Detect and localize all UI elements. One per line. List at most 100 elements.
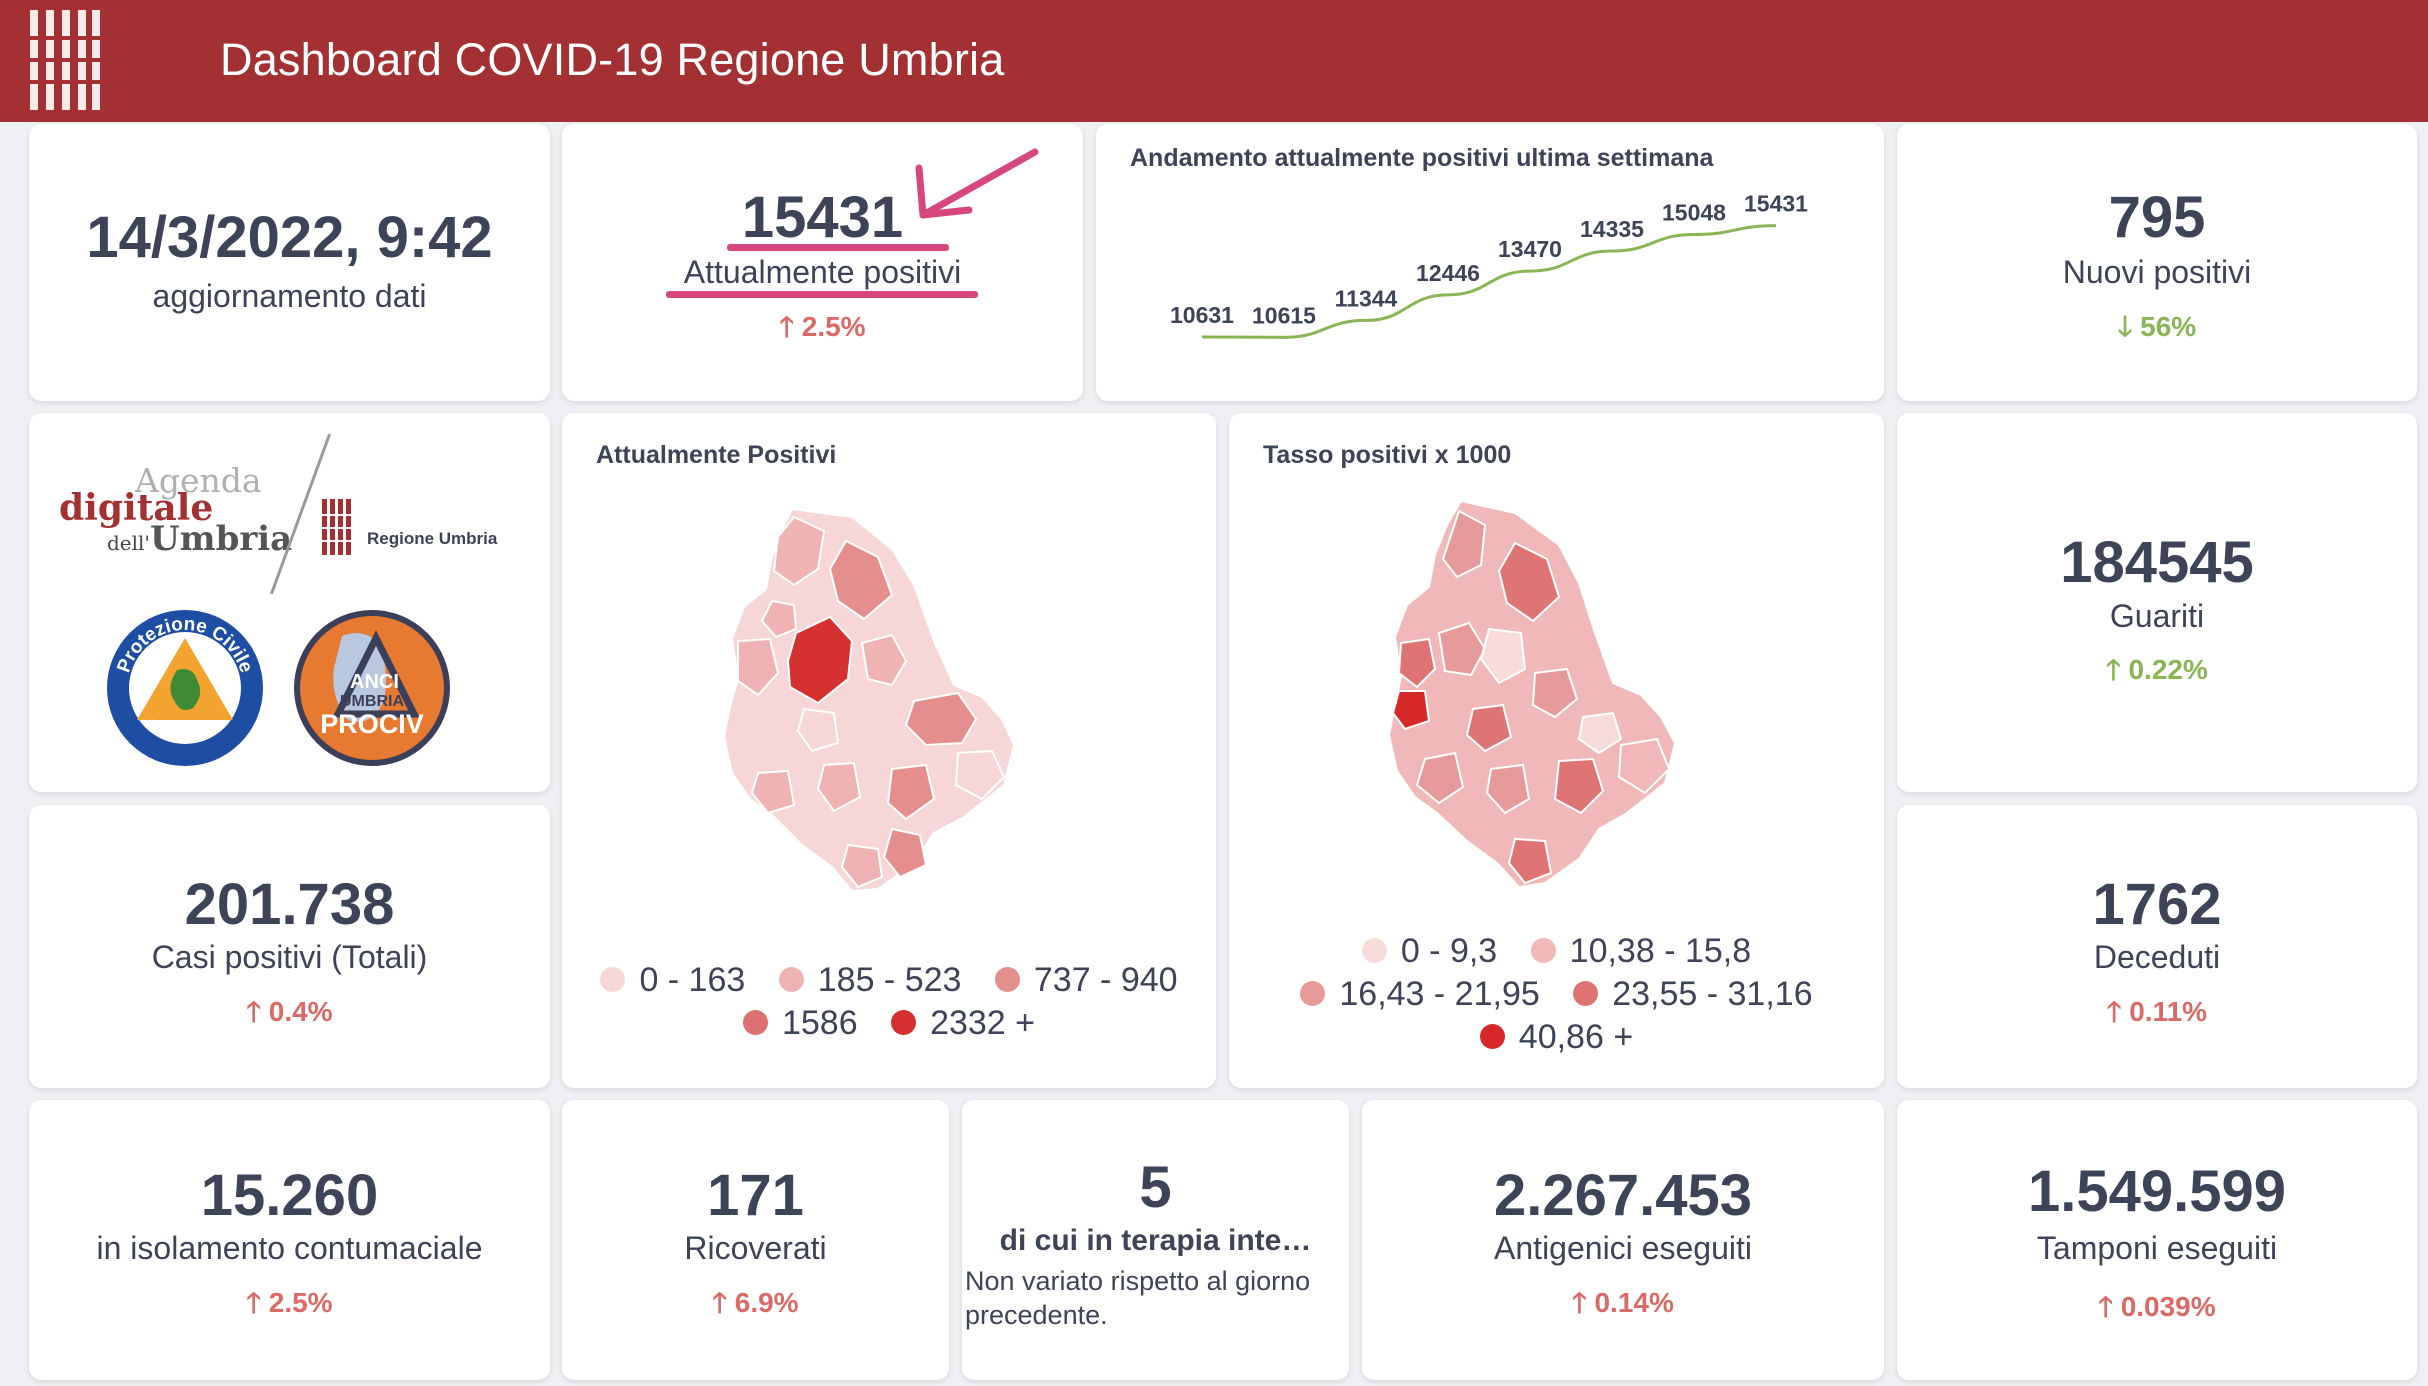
legend-label: 23,55 - 31,16 — [1612, 975, 1813, 1013]
arrow-up-icon: 🡑 — [2106, 654, 2121, 685]
legend-dot — [1479, 1023, 1505, 1049]
antigenici-card: 2.267.453 Antigenici eseguiti 🡑 0.14% — [1362, 1100, 1884, 1380]
legend-label: 737 - 940 — [1033, 961, 1178, 999]
agenda-line1: Agenda — [135, 461, 262, 500]
arrow-up-icon: 🡑 — [2098, 1291, 2113, 1322]
tamponi-value: 1.549.599 — [2027, 1159, 2287, 1224]
anci-line3-text: PROCIV — [320, 709, 424, 739]
legend-label: 1586 — [781, 1004, 858, 1042]
map-tasso-legend-row2: 16,43 - 21,95 23,55 - 31,16 — [1229, 975, 1884, 1014]
arrow-up-icon: 🡑 — [779, 311, 794, 342]
legend-dot — [742, 1009, 768, 1035]
regione-small-logo-icon — [321, 499, 355, 555]
guariti-label: Guariti — [2109, 598, 2205, 634]
nuovi-change-value: 56% — [2140, 311, 2197, 342]
isolamento-value: 15.260 — [200, 1163, 379, 1228]
protezione-civile-logo-icon[interactable]: Protezione Civile Regione Umbria — [105, 608, 265, 768]
annotation-underline-value — [727, 244, 949, 251]
trend-card: Andamento attualmente positivi ultima se… — [1096, 124, 1884, 401]
update-label: aggiornamento dati — [152, 278, 427, 314]
legend-dot — [778, 966, 804, 992]
trend-line — [1201, 224, 1777, 339]
positivi-change: 🡑 2.5% — [562, 306, 1083, 354]
ricoverati-label: Ricoverati — [684, 1230, 827, 1266]
terapia-label: di cui in terapia inte… — [999, 1224, 1312, 1257]
ricoverati-value: 171 — [707, 1163, 804, 1228]
trend-point-label: 10631 — [1170, 302, 1234, 328]
antigenici-change-value: 0.14% — [1594, 1287, 1674, 1318]
legend-item: 10,38 - 15,8 — [1530, 932, 1752, 971]
antigenici-label: Antigenici eseguiti — [1494, 1230, 1752, 1266]
trend-point-label: 14335 — [1580, 216, 1644, 242]
logos-card: Agenda digitale dell'Umbria Regione Umbr… — [29, 413, 550, 792]
deceduti-change-value: 0.11% — [2129, 996, 2208, 1027]
legend-item: 737 - 940 — [994, 961, 1178, 1000]
legend-label: 40,86 + — [1518, 1018, 1634, 1056]
map-positivi-title: Attualmente Positivi — [596, 441, 837, 469]
ricoverati-card: 171 Ricoverati 🡑 6.9% — [562, 1100, 949, 1380]
legend-item: 185 - 523 — [778, 961, 961, 1000]
trend-title: Andamento attualmente positivi ultima se… — [1130, 144, 1714, 172]
casi-card: 201.738 Casi positivi (Totali) 🡑 0.4% — [29, 805, 550, 1088]
nuovi-card: 795 Nuovi positivi 🡓 56% — [1897, 124, 2417, 401]
trend-point-label: 12446 — [1416, 260, 1480, 286]
isolamento-card: 15.260 in isolamento contumaciale 🡑 2.5% — [29, 1100, 550, 1380]
nuovi-label: Nuovi positivi — [2062, 254, 2252, 290]
tamponi-change: 🡑 0.039% — [1897, 1286, 2417, 1334]
legend-dot — [994, 966, 1020, 992]
casi-label: Casi positivi (Totali) — [151, 939, 428, 975]
positivi-change-value: 2.5% — [801, 311, 866, 342]
arrow-up-icon: 🡑 — [2106, 996, 2122, 1027]
legend-label: 0 - 163 — [639, 961, 746, 999]
map-positivi-card: Attualmente Positivi 0 - 163 185 - 523 7… — [562, 413, 1216, 1088]
ricoverati-change: 🡑 6.9% — [562, 1282, 949, 1330]
agenda-line2: digitale — [59, 487, 214, 529]
casi-value: 201.738 — [184, 872, 395, 937]
agenda-digitale-logo[interactable]: Agenda digitale dell'Umbria — [59, 461, 292, 571]
legend-dot — [1300, 980, 1326, 1006]
guariti-change-value: 0.22% — [2128, 654, 2208, 685]
arrow-down-icon: 🡓 — [2117, 311, 2133, 342]
legend-item: 40,86 + — [1479, 1018, 1634, 1057]
legend-item: 2332 + — [891, 1004, 1035, 1043]
legend-dot — [1361, 937, 1387, 963]
antigenici-value: 2.267.453 — [1493, 1163, 1753, 1228]
arrow-up-icon: 🡑 — [246, 996, 261, 1027]
terapia-note: Non variato rispetto al giorno precedent… — [965, 1266, 1311, 1330]
legend-item: 1586 — [742, 1004, 858, 1043]
map-positivi[interactable] — [562, 473, 1216, 973]
map-tasso-card: Tasso positivi x 1000 0 - 9,3 10,38 - 15… — [1229, 413, 1884, 1088]
terapia-card: 5 di cui in terapia inte… Non variato ri… — [962, 1100, 1349, 1380]
tamponi-label: Tamponi eseguiti — [2036, 1230, 2278, 1266]
trend-point-label: 15431 — [1744, 191, 1808, 217]
regione-umbria-logo-icon[interactable] — [28, 6, 102, 114]
arrow-up-icon: 🡑 — [712, 1287, 727, 1318]
map-tasso-title: Tasso positivi x 1000 — [1263, 441, 1512, 469]
casi-change: 🡑 0.4% — [29, 991, 550, 1039]
trend-line-chart: 10631 10615 11344 12446 13470 14335 15048 15431 — [1170, 191, 1808, 339]
arrow-up-icon: 🡑 — [1572, 1287, 1587, 1318]
positivi-value: 15431 — [741, 185, 904, 250]
anci-line1-text: ANCI — [350, 671, 399, 693]
map-tasso-legend: 0 - 9,3 10,38 - 15,8 — [1229, 932, 1884, 971]
tamponi-change-value: 0.039% — [2120, 1291, 2216, 1322]
ricoverati-change-value: 6.9% — [734, 1287, 799, 1318]
anci-prociv-logo-icon[interactable]: ANCI UMBRIA PROCIV — [292, 608, 452, 768]
annotation-underline-label — [666, 291, 978, 298]
map-tasso[interactable] — [1229, 473, 1884, 973]
legend-item: 16,43 - 21,95 — [1300, 975, 1540, 1014]
legend-label: 10,38 - 15,8 — [1569, 932, 1752, 970]
update-card: 14/3/2022, 9:42 aggiornamento dati — [29, 124, 550, 401]
nuovi-value: 795 — [2108, 185, 2206, 250]
legend-item: 23,55 - 31,16 — [1573, 975, 1813, 1014]
legend-label: 2332 + — [930, 1004, 1036, 1042]
legend-dot — [1573, 980, 1599, 1006]
guariti-change: 🡑 0.22% — [1897, 649, 2417, 697]
agenda-line3-word: Umbria — [149, 519, 293, 559]
legend-item: 0 - 9,3 — [1361, 932, 1497, 971]
annotation-arrow-icon — [915, 148, 1039, 219]
map-positivi-legend: 0 - 163 185 - 523 737 - 940 — [562, 961, 1216, 1000]
casi-change-value: 0.4% — [268, 996, 333, 1027]
tamponi-card: 1.549.599 Tamponi eseguiti 🡑 0.039% — [1897, 1100, 2417, 1380]
trend-point-label: 10615 — [1252, 302, 1316, 328]
